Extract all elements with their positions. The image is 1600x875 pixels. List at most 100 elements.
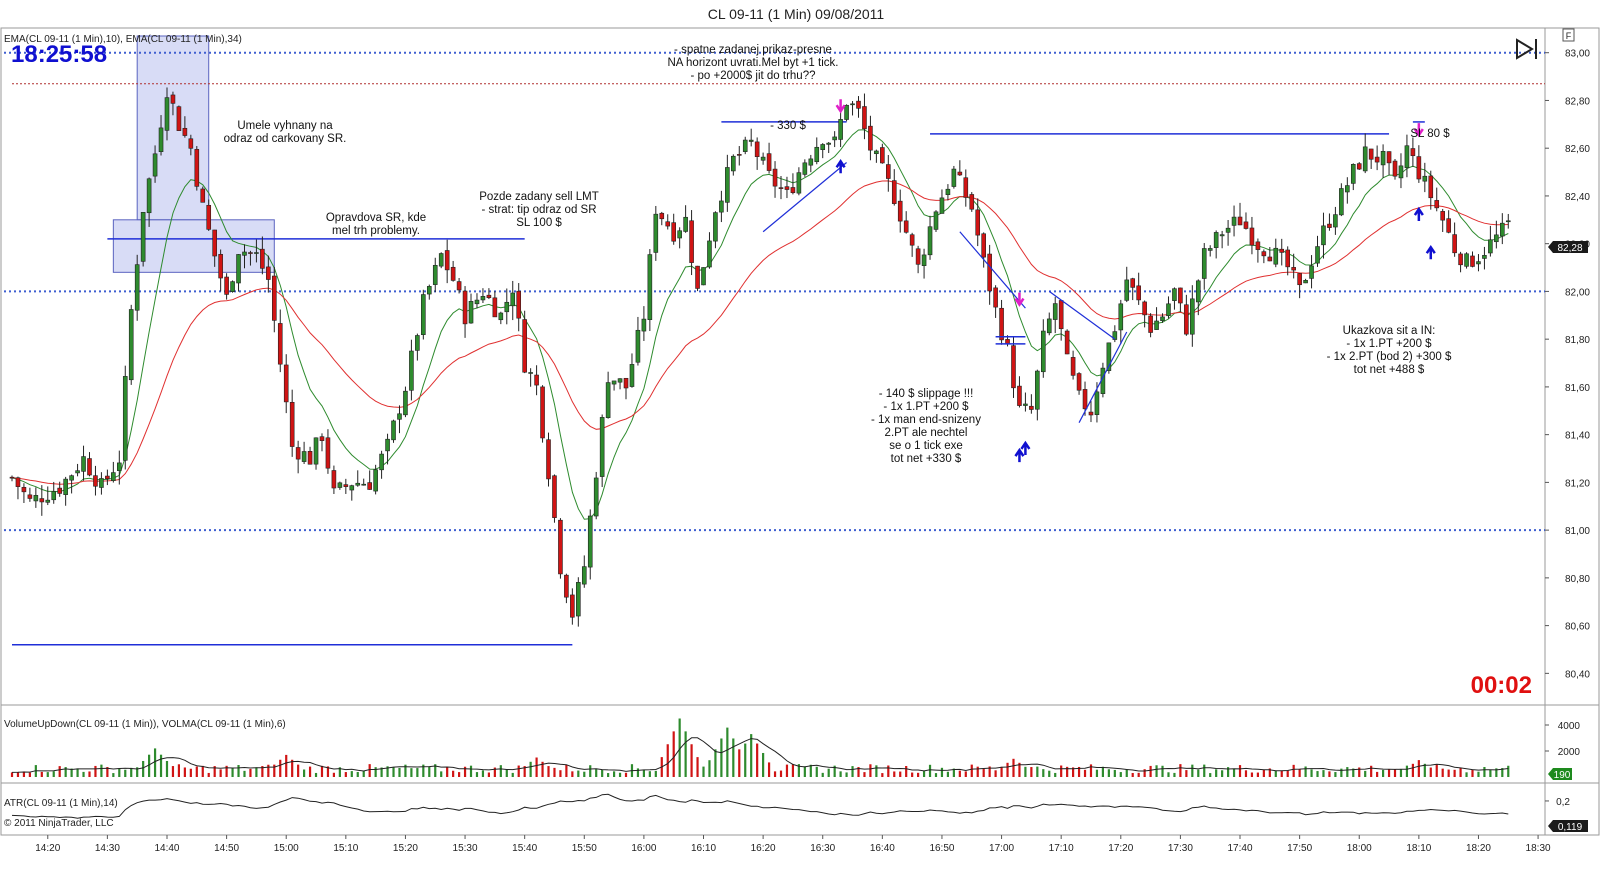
properties-icon[interactable]: F xyxy=(1562,28,1575,42)
candle-body xyxy=(1118,303,1124,331)
candle-body xyxy=(1500,222,1505,237)
candle-body xyxy=(105,475,110,480)
candle xyxy=(1398,153,1404,189)
candle xyxy=(200,186,206,203)
candle-body xyxy=(546,439,551,480)
candle xyxy=(790,173,796,195)
x-tick-label: 15:20 xyxy=(393,843,418,854)
candle xyxy=(105,469,110,486)
candle-body xyxy=(736,154,742,156)
candle xyxy=(933,210,939,232)
candle-body xyxy=(921,254,927,266)
candle xyxy=(1154,307,1159,330)
candle xyxy=(188,134,194,156)
candle xyxy=(1428,170,1434,210)
candle xyxy=(1231,205,1237,237)
candle-body xyxy=(981,233,986,258)
candle xyxy=(134,254,140,321)
candle-body xyxy=(725,167,730,203)
skip-to-end-icon[interactable] xyxy=(1516,38,1537,60)
candle-body xyxy=(528,372,533,374)
candle-body xyxy=(1190,298,1195,335)
candle xyxy=(880,143,885,164)
candle xyxy=(1148,313,1153,338)
annotation-minus330: - 330 $ xyxy=(770,120,806,132)
x-tick-label: 14:20 xyxy=(35,843,60,854)
candle-body xyxy=(266,266,271,280)
candle xyxy=(796,167,802,196)
candle-body xyxy=(1374,156,1380,163)
candle xyxy=(975,198,981,247)
candle-body xyxy=(1225,227,1231,233)
candle-body xyxy=(152,153,158,177)
x-tick-label: 18:20 xyxy=(1466,843,1491,854)
candle-body xyxy=(534,374,539,386)
candle xyxy=(695,265,700,292)
candle xyxy=(480,288,486,304)
candle-body xyxy=(1380,150,1386,166)
candle-body xyxy=(176,106,182,131)
candle-body xyxy=(122,376,128,461)
candle xyxy=(1261,249,1267,264)
candle-body xyxy=(581,566,587,585)
candle xyxy=(415,333,420,361)
candle-body xyxy=(313,437,319,465)
candle-body xyxy=(1476,261,1481,265)
candle xyxy=(283,354,289,414)
candle-body xyxy=(1148,315,1153,333)
candle xyxy=(570,588,575,625)
candle-body xyxy=(903,220,909,233)
candle xyxy=(194,146,200,191)
candle xyxy=(1017,376,1022,408)
candle xyxy=(1303,278,1308,284)
candle-body xyxy=(1321,225,1326,246)
candle xyxy=(993,285,998,318)
candle xyxy=(1195,279,1201,316)
candle-body xyxy=(647,254,653,320)
candle xyxy=(1434,187,1440,212)
candle xyxy=(212,229,217,267)
candle-body xyxy=(373,469,378,492)
annotation-line: - 330 $ xyxy=(770,120,806,132)
candle xyxy=(152,145,158,183)
annotation-line: Umele vyhnany na xyxy=(237,120,333,132)
candle-body xyxy=(486,294,492,299)
candle-body xyxy=(188,138,194,149)
candle xyxy=(1142,300,1147,328)
candle xyxy=(9,475,15,482)
candle-body xyxy=(796,172,802,194)
candle-body xyxy=(927,226,933,256)
annotation-sl80: SL 80 $ xyxy=(1410,128,1450,140)
candle xyxy=(599,414,605,487)
candle xyxy=(510,280,516,321)
candle xyxy=(468,293,474,324)
candle-body xyxy=(492,297,498,318)
candle xyxy=(1219,230,1225,249)
candle-body xyxy=(158,127,164,153)
candle xyxy=(587,509,593,580)
candle-body xyxy=(1082,389,1088,410)
x-tick-label: 15:50 xyxy=(572,843,597,854)
candle-body xyxy=(635,329,641,363)
candle-body xyxy=(1452,234,1457,254)
candle xyxy=(1160,313,1165,323)
candle xyxy=(742,136,748,155)
candle-body xyxy=(1237,216,1243,226)
candle-body xyxy=(57,487,62,494)
candle xyxy=(576,577,581,627)
y-tick-label: 80,60 xyxy=(1565,622,1590,633)
candle-body xyxy=(391,420,396,441)
candle xyxy=(760,152,766,165)
candle xyxy=(343,478,349,494)
candle xyxy=(236,254,241,292)
candle xyxy=(271,266,277,333)
candle xyxy=(886,155,891,192)
candle-body xyxy=(844,104,849,120)
candle xyxy=(1362,133,1368,174)
candle-body xyxy=(713,212,718,242)
candle-body xyxy=(719,200,724,213)
candle xyxy=(1482,246,1487,270)
candle xyxy=(1190,285,1195,347)
candle-body xyxy=(1291,267,1296,271)
candle-body xyxy=(576,582,581,617)
